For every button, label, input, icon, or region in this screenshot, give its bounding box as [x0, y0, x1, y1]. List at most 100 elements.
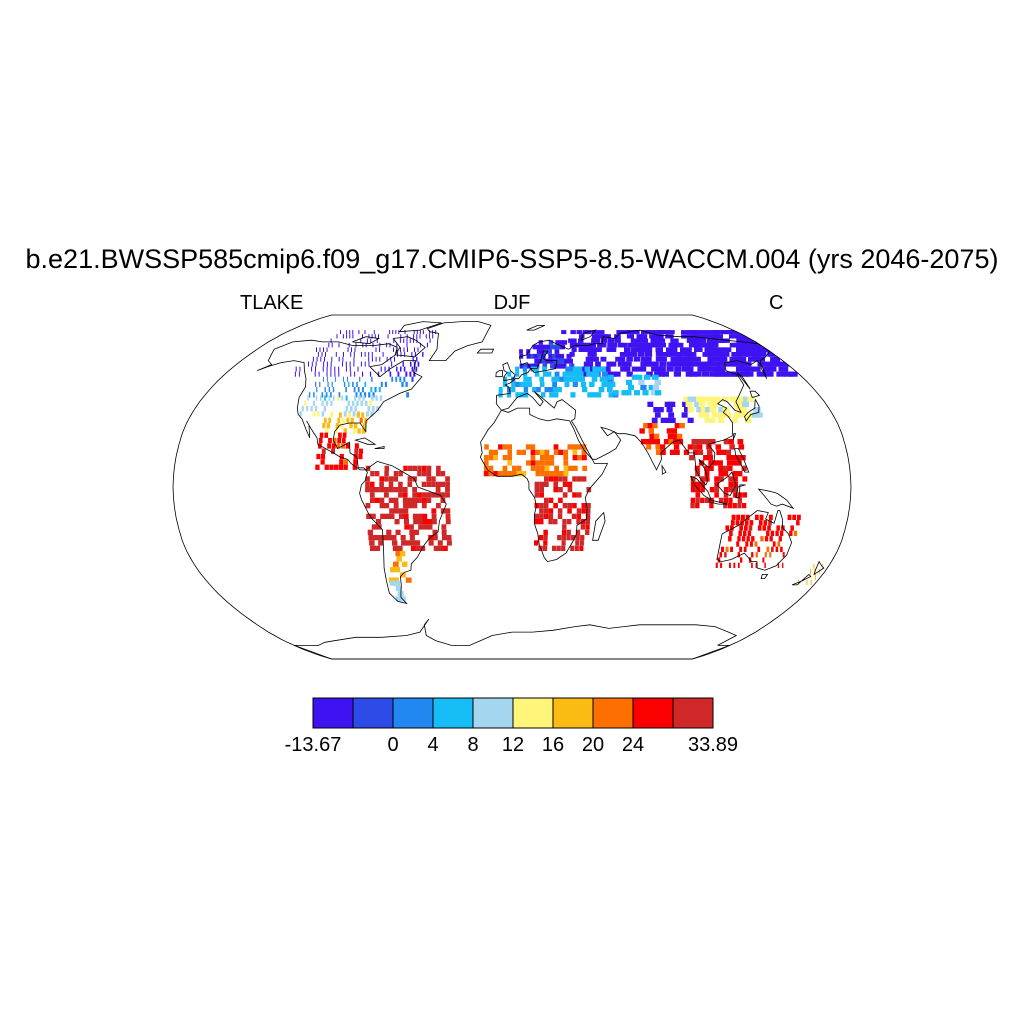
- lake-cell: [664, 401, 671, 407]
- lake-cell: [561, 545, 566, 551]
- lake-cell: [370, 411, 374, 417]
- lake-cell: [648, 384, 655, 391]
- lake-cell: [507, 471, 512, 477]
- lake-cell: [709, 439, 716, 445]
- lake-cell: [416, 356, 418, 362]
- lake-cell: [428, 540, 434, 546]
- lake-cell: [352, 411, 356, 417]
- lake-cell: [511, 387, 516, 393]
- lake-cell: [404, 352, 406, 357]
- lake-cell: [412, 465, 418, 471]
- lake-cell: [679, 423, 685, 429]
- lake-cell: [566, 535, 571, 541]
- lake-cell: [539, 492, 544, 498]
- lake-cell: [403, 513, 409, 519]
- lake-cell: [395, 330, 397, 335]
- lake-cell: [364, 361, 366, 367]
- lake-cell: [418, 524, 424, 530]
- lake-cell: [709, 338, 720, 343]
- lake-cell: [725, 525, 730, 531]
- lake-cell: [544, 476, 549, 482]
- lake-cell: [369, 492, 375, 498]
- lake-cell: [413, 371, 416, 377]
- lake-cell: [538, 535, 544, 541]
- lake-cell: [370, 471, 375, 477]
- lake-cell: [728, 497, 733, 503]
- lake-cell: [631, 347, 638, 352]
- lake-cell: [751, 366, 761, 372]
- lake-cell: [316, 387, 318, 393]
- lake-cell: [535, 449, 540, 455]
- lake-cell: [756, 412, 763, 418]
- lake-cell: [736, 356, 747, 362]
- lake-cell: [581, 503, 587, 509]
- lake-cell: [563, 465, 569, 471]
- lake-cell: [349, 330, 351, 335]
- lake-cell: [553, 481, 559, 487]
- lake-cell: [334, 371, 336, 377]
- lake-cell: [530, 455, 536, 461]
- lake-cell: [515, 381, 520, 387]
- lake-cell: [700, 497, 705, 503]
- lake-cell: [693, 449, 699, 455]
- plot-title: b.e21.BWSSP585cmip6.f09_g17.CMIP6-SSP5-8…: [25, 244, 999, 274]
- lake-cell: [645, 439, 651, 445]
- lake-cell: [388, 487, 394, 493]
- lake-cell: [353, 459, 358, 465]
- lake-cell: [806, 579, 808, 585]
- lake-cell: [406, 342, 408, 348]
- lake-cell: [760, 536, 764, 542]
- lake-cell: [543, 508, 549, 514]
- lake-cell: [326, 371, 328, 377]
- lake-cell: [365, 476, 370, 482]
- lake-cell: [723, 503, 728, 509]
- lake-cell: [591, 334, 598, 339]
- lake-cell: [412, 503, 418, 509]
- lake-cell: [777, 541, 781, 547]
- lake-cell: [684, 407, 691, 413]
- lake-cell: [775, 530, 779, 536]
- lake-cell: [764, 536, 769, 542]
- lake-cell: [362, 395, 365, 401]
- lake-cell: [560, 358, 566, 364]
- lake-cell: [582, 330, 589, 335]
- lake-cell: [577, 455, 583, 461]
- lake-cell: [665, 330, 675, 335]
- lake-cell: [407, 497, 413, 503]
- lake-cell: [351, 400, 355, 406]
- lake-cell: [307, 395, 309, 401]
- lake-cell: [347, 400, 350, 406]
- lake-cell: [558, 476, 563, 482]
- lake-cell: [543, 535, 548, 541]
- lake-cell: [585, 347, 592, 352]
- lake-cell: [354, 395, 357, 401]
- lake-cell: [699, 330, 710, 335]
- lake-cell: [607, 342, 614, 348]
- lake-cell: [595, 361, 601, 367]
- lake-cell: [367, 529, 373, 535]
- coastline-sulawesi: [735, 484, 746, 499]
- colorbar-box: [672, 697, 714, 729]
- lake-cell: [666, 407, 673, 413]
- lake-cell: [594, 371, 600, 377]
- lake-cell: [369, 371, 372, 377]
- lake-cell: [579, 540, 584, 546]
- lake-cell: [705, 439, 711, 445]
- lake-cell: [570, 545, 575, 551]
- lake-cell: [557, 387, 562, 393]
- lake-cell: [585, 519, 590, 525]
- lake-cell: [352, 334, 354, 339]
- lake-cell: [375, 347, 377, 352]
- lake-cell: [736, 514, 741, 520]
- lake-cell: [608, 392, 615, 398]
- lake-cell: [516, 465, 522, 471]
- colorbar-box: [552, 697, 594, 729]
- lake-cell: [770, 530, 775, 536]
- lake-cell: [373, 330, 375, 335]
- lake-cell: [552, 387, 558, 393]
- lake-cell: [409, 535, 415, 541]
- colorbar-tick-label: 24: [621, 734, 645, 756]
- lake-cell: [352, 330, 354, 335]
- lake-cell: [549, 392, 554, 398]
- lake-cell: [708, 396, 716, 402]
